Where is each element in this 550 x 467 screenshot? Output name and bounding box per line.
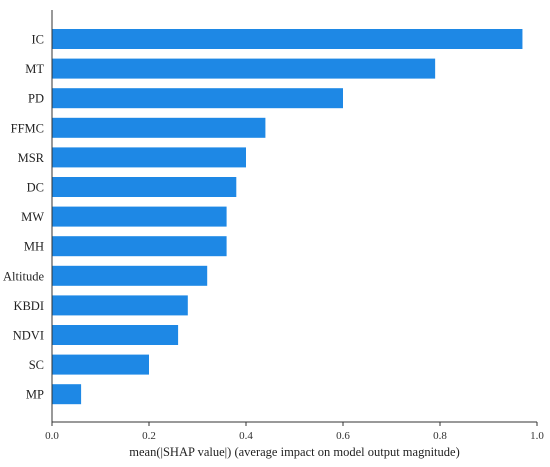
x-tick-label: 0.6 — [336, 430, 350, 442]
bar-ic — [52, 29, 523, 49]
bar-mt — [52, 58, 436, 79]
category-label-ic: IC — [32, 33, 45, 47]
bar-ffmc — [52, 117, 266, 138]
bar-msr — [52, 147, 246, 168]
category-labels: IC MT PD FFMC MSR DC MW MH Altitude KBDI NDVI SC MP — [3, 33, 45, 402]
x-axis-label: mean(|SHAP value|) (average impact on mo… — [129, 445, 460, 459]
category-label-mp: MP — [26, 388, 44, 402]
bar-mw — [52, 206, 227, 227]
x-tick-label: 0.8 — [433, 430, 447, 442]
bar-altitude — [52, 265, 208, 286]
category-label-sc: SC — [29, 358, 44, 372]
category-label-mw: MW — [21, 210, 44, 224]
category-label-altitude: Altitude — [3, 269, 44, 283]
bar-kbdi — [52, 295, 188, 316]
bar-sc — [52, 354, 149, 375]
category-label-mh: MH — [24, 240, 44, 254]
bar-pd — [52, 88, 343, 109]
category-label-dc: DC — [27, 181, 44, 195]
bar-dc — [52, 177, 237, 197]
category-label-pd: PD — [28, 92, 44, 106]
x-tick-label: 0.0 — [45, 430, 59, 442]
x-tick-label: 1.0 — [530, 430, 544, 442]
category-label-msr: MSR — [18, 151, 45, 165]
bar-mp — [52, 384, 82, 405]
category-label-kbdi: KBDI — [13, 299, 44, 313]
bar-ndvi — [52, 325, 179, 345]
category-label-ndvi: NDVI — [13, 329, 44, 343]
category-label-mt: MT — [25, 62, 44, 76]
x-tick-label: 0.2 — [142, 430, 156, 442]
bar-mh — [52, 236, 227, 257]
x-tick-label: 0.4 — [239, 430, 253, 442]
x-axis: 0.0 0.2 0.4 0.6 0.8 1.0 — [45, 10, 544, 442]
bars-layer — [52, 29, 523, 405]
category-label-ffmc: FFMC — [11, 121, 44, 135]
